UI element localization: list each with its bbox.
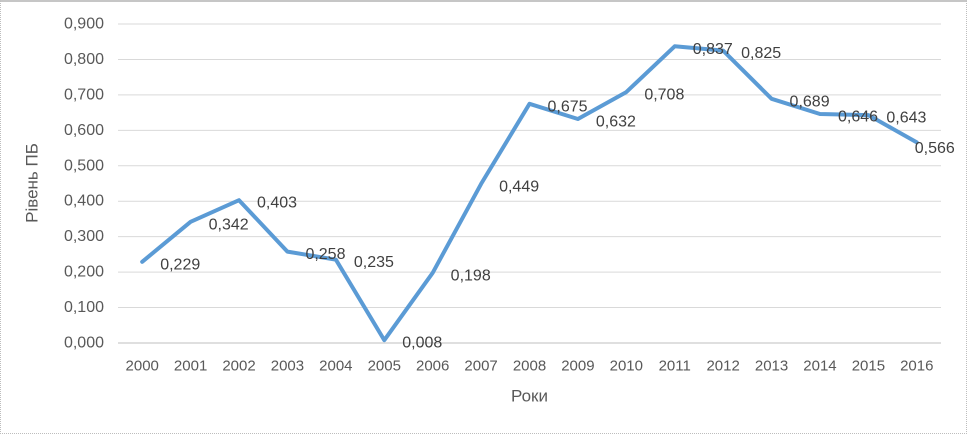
y-tick-label: 0,300 [64,228,104,245]
y-tick-label: 0,600 [64,122,104,139]
data-point-label: 0,403 [257,195,297,212]
data-point-label: 0,235 [354,254,394,271]
x-tick-label: 2004 [319,358,352,375]
x-tick-label: 2012 [706,358,739,375]
x-tick-label: 2006 [416,358,449,375]
data-point-label: 0,258 [305,246,345,263]
x-tick-label: 2009 [561,358,594,375]
data-point-label: 0,646 [838,109,878,126]
y-tick-label: 0,500 [64,157,104,174]
y-tick-label: 0,900 [64,16,104,33]
y-tick-label: 0,000 [64,335,104,352]
x-tick-label: 2002 [222,358,255,375]
x-tick-label: 2005 [368,358,401,375]
data-point-label: 0,229 [160,256,200,273]
x-tick-label: 2013 [755,358,788,375]
x-tick-label: 2007 [464,358,497,375]
x-tick-label: 2000 [126,358,159,375]
x-tick-label: 2011 [659,358,691,375]
data-point-label: 0,449 [499,178,539,195]
x-tick-label: 2003 [271,358,304,375]
data-series-line [140,44,919,343]
y-axis-title: Рівень ПБ [23,143,42,223]
x-tick-label: 2008 [513,358,546,375]
data-point-label: 0,566 [915,140,955,157]
data-point-label: 0,008 [402,335,442,352]
data-point-label: 0,837 [693,41,733,58]
data-point-label: 0,708 [644,87,684,104]
x-tick-label: 2014 [803,358,836,375]
x-axis-title: Роки [511,387,548,406]
y-tick-label: 0,800 [64,51,104,68]
x-tick-label: 2015 [852,358,885,375]
data-point-label: 0,632 [596,113,636,130]
x-tick-label: 2001 [174,358,207,375]
data-point-label: 0,825 [741,45,781,62]
x-tick-label: 2010 [610,358,643,375]
y-tick-label: 0,700 [64,86,104,103]
data-point-label: 0,689 [790,93,830,110]
data-point-label: 0,198 [451,267,491,284]
y-tick-label: 0,200 [64,264,104,281]
y-tick-label: 0,100 [64,299,104,316]
data-point-label: 0,342 [209,216,249,233]
y-tick-label: 0,400 [64,193,104,210]
data-point-label: 0,643 [886,110,926,127]
data-point-label: 0,675 [548,98,588,115]
x-tick-label: 2016 [900,358,933,375]
